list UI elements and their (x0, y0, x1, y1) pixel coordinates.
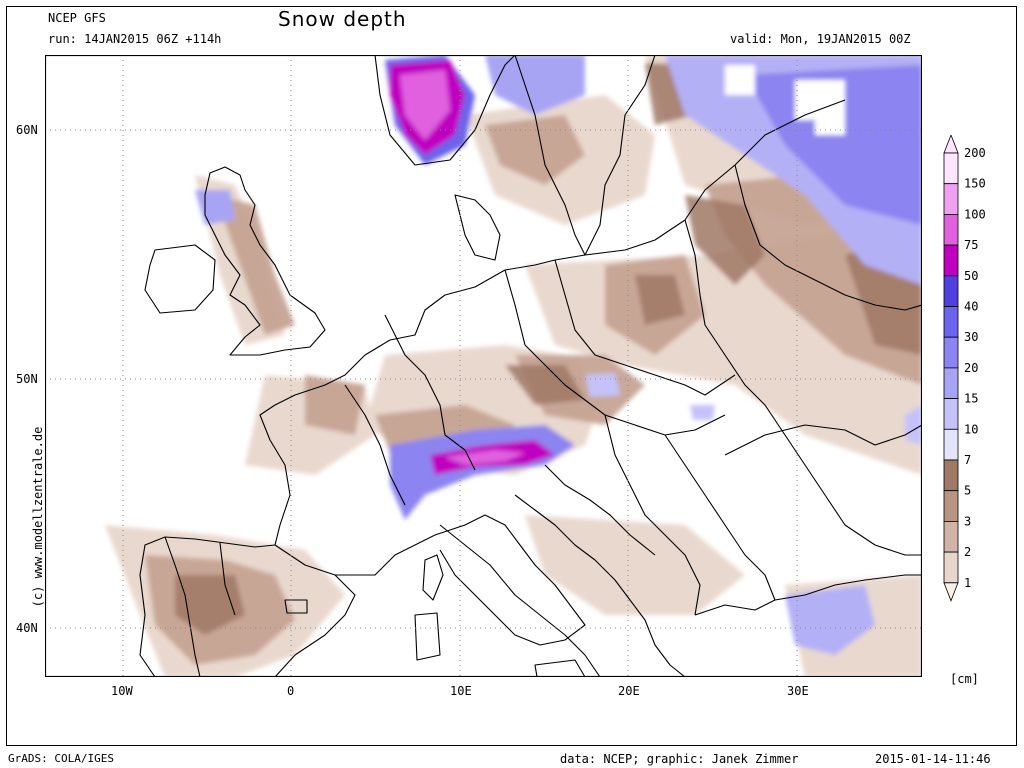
legend-unit: [cm] (950, 672, 979, 686)
legend-level-label: 100 (964, 207, 986, 221)
footer-grads-credit: GrADS: COLA/IGES (8, 752, 114, 765)
legend-swatch (943, 551, 959, 584)
plot-frame (6, 6, 1017, 746)
lon-label-10w: 10W (111, 684, 133, 698)
legend-swatch (943, 367, 959, 399)
footer-timestamp: 2015-01-14-11:46 (875, 752, 991, 766)
legend-level-label: 15 (964, 392, 978, 406)
legend-level-label: 20 (964, 361, 978, 375)
map-border (45, 55, 922, 677)
lat-label-60n: 60N (16, 123, 38, 137)
legend-swatch (943, 214, 959, 246)
legend-swatch (943, 428, 959, 461)
model-label: NCEP GFS (48, 11, 106, 25)
legend-level-label: 30 (964, 330, 978, 344)
coastlines-and-borders (139, 55, 922, 677)
legend-swatch (943, 459, 959, 492)
legend-swatches (943, 135, 959, 602)
legend-swatch (943, 336, 959, 369)
lon-label-30e: 30E (787, 684, 809, 698)
lon-label-0: 0 (287, 684, 295, 698)
lat-label-40n: 40N (16, 621, 38, 635)
legend-level-label: 5 (964, 484, 971, 498)
legend-level-label: 10 (964, 422, 978, 436)
lat-lon-grid (45, 55, 922, 677)
map-title: Snow depth (278, 7, 407, 31)
legend-swatch (943, 306, 959, 338)
legend-swatch (943, 183, 959, 215)
legend-arrow-bottom (943, 582, 959, 602)
legend-level-label: 1 (964, 576, 971, 590)
snow-shading-magenta (390, 60, 555, 475)
legend-swatch (943, 244, 959, 277)
legend-swatch (943, 275, 959, 307)
snow-depth-map (45, 55, 922, 677)
lat-label-50n: 50N (16, 372, 38, 386)
legend-level-label: 200 (964, 146, 986, 160)
legend-swatch (943, 490, 959, 522)
legend-level-label: 7 (964, 453, 971, 467)
legend-swatch (943, 152, 959, 185)
snow-field-layer (105, 55, 922, 677)
legend-arrow-top (943, 135, 959, 154)
legend-level-label: 3 (964, 514, 971, 528)
legend-level-label: 75 (964, 238, 978, 252)
legend-level-label: 40 (964, 300, 978, 314)
lon-label-20e: 20E (618, 684, 640, 698)
lon-label-10e: 10E (450, 684, 472, 698)
watermark-text: (c) www.modellzentrale.de (31, 426, 45, 608)
legend-level-label: 150 (964, 177, 986, 191)
footer-data-credit: data: NCEP; graphic: Janek Zimmer (560, 752, 799, 766)
run-label: run: 14JAN2015 06Z +114h (48, 32, 222, 46)
legend-swatch (943, 520, 959, 553)
snow-free-patches (725, 65, 845, 135)
legend-level-label: 2 (964, 545, 971, 559)
legend-level-label: 50 (964, 269, 978, 283)
valid-time-label: valid: Mon, 19JAN2015 00Z (730, 32, 911, 46)
legend-swatch (943, 398, 959, 430)
